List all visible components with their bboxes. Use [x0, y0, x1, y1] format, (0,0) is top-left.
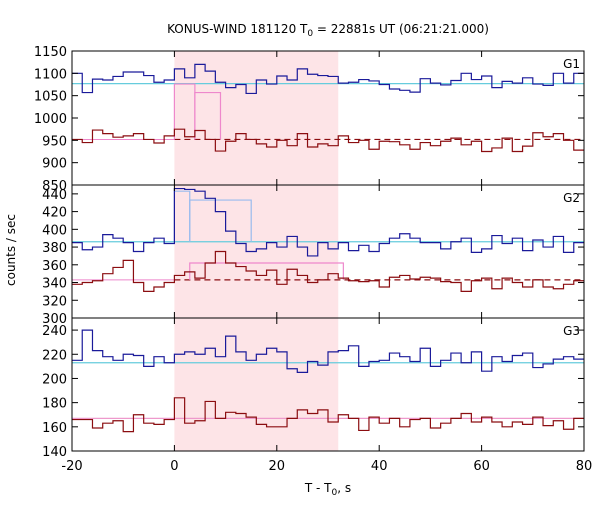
y-tick-label: 140	[42, 445, 67, 460]
x-axis: -20 0 20 40 60 80	[61, 459, 592, 474]
y-tick-label: 900	[42, 157, 67, 172]
histogram-low-channel	[72, 128, 584, 153]
panel-label-g2: G2	[563, 191, 580, 205]
histogram-high-channel	[72, 329, 584, 374]
y-tick-label: 1000	[34, 112, 67, 127]
y-tick-label: 950	[42, 134, 67, 149]
x-tick-label: 60	[473, 459, 490, 474]
y-tick-label: 340	[42, 277, 67, 292]
panel-g1: 850 900 950 1000 1050 1100 1150 G1	[34, 45, 585, 194]
y-tick-label: 380	[42, 241, 67, 256]
y-tick-label: 850	[42, 179, 67, 194]
y-tick-label: 160	[42, 421, 67, 436]
x-tick-label: 0	[170, 459, 178, 474]
y-tick-label: 440	[42, 188, 67, 203]
y-axis-label: counts / sec	[4, 214, 18, 286]
panel-label-g3: G3	[563, 324, 580, 338]
y-tick-label: 240	[42, 324, 67, 339]
histogram-low-channel	[72, 250, 584, 292]
y-tick-label: 1150	[34, 45, 67, 60]
burst-interval-shade	[174, 51, 339, 185]
panel-label-g1: G1	[563, 57, 580, 71]
chart-panels: 8509009501000105011001150G13003203403603…	[34, 45, 585, 460]
fit-step-2	[189, 199, 252, 242]
chart-title: KONUS-WIND 181120 T0 = 22881s UT (06:21:…	[167, 22, 489, 39]
burst-interval-shade	[174, 318, 339, 451]
y-tick-label: 1100	[34, 67, 67, 82]
y-tick-label: 400	[42, 223, 67, 238]
y-tick-label: 300	[42, 312, 67, 327]
chart-title-subscript: 0	[307, 29, 313, 39]
x-axis-label: T - T0, s	[304, 481, 351, 498]
x-tick-label: 40	[371, 459, 388, 474]
x-tick-label: 20	[269, 459, 286, 474]
x-tick-label: 80	[576, 459, 593, 474]
y-tick-label: 220	[42, 348, 67, 363]
panel-frame	[71, 317, 585, 452]
y-tick-label: 1050	[34, 90, 67, 105]
y-tick-label: 420	[42, 206, 67, 221]
histogram-high-channel	[72, 187, 584, 257]
x-tick-label: -20	[61, 459, 82, 474]
x-axis-label-subscript: 0	[332, 488, 338, 498]
y-tick-label: 320	[42, 294, 67, 309]
histogram-low-channel	[72, 397, 584, 433]
panel-g2: 300 320 340 360 380 400 420 440 G2	[42, 184, 585, 327]
y-tick-label: 360	[42, 259, 67, 274]
panel-g3: 140 160 180 200 220 240 G3	[42, 317, 585, 460]
y-tick-label: 180	[42, 397, 67, 412]
y-tick-label: 200	[42, 372, 67, 387]
fit-step-2	[194, 91, 222, 140]
histogram-high-channel	[72, 63, 584, 95]
